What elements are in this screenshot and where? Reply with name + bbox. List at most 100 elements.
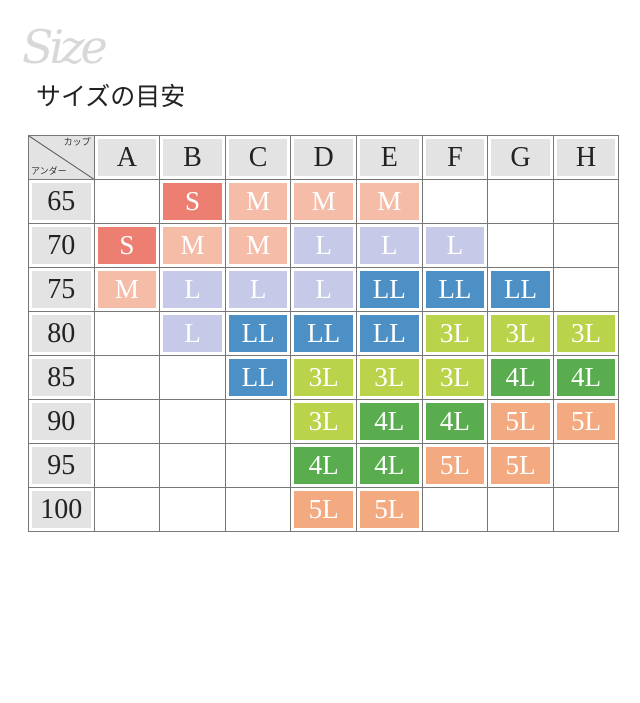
cup-header: F: [421, 135, 489, 180]
size-cell: L: [421, 223, 489, 268]
size-cell: [159, 443, 226, 488]
size-cell: L: [159, 267, 226, 312]
cup-header: D: [290, 135, 357, 180]
size-label: [163, 447, 222, 484]
size-cell: M: [159, 223, 226, 268]
cup-header: G: [487, 135, 554, 180]
cup-header-label: F: [425, 139, 485, 176]
under-header-label: 65: [32, 183, 91, 220]
size-cell: M: [224, 179, 292, 224]
under-header: 80: [28, 311, 95, 356]
size-cell: [552, 179, 620, 224]
size-cell: [93, 355, 161, 400]
size-cell: LL: [421, 267, 489, 312]
under-header-label: 85: [32, 359, 91, 396]
size-label: M: [228, 183, 288, 220]
size-label: [557, 271, 616, 308]
size-label: [98, 403, 157, 440]
size-label: M: [294, 183, 353, 220]
size-label: L: [163, 271, 222, 308]
size-label: 5L: [491, 447, 550, 484]
size-label: [98, 359, 157, 396]
table-row: 75 M L L L LL LL LL: [28, 267, 620, 312]
size-cell: 5L: [552, 399, 620, 444]
size-cell: [552, 487, 620, 532]
size-label: M: [163, 227, 222, 264]
size-label: 4L: [556, 359, 616, 396]
size-label: [98, 447, 157, 484]
table-row: 80 L LL LL LL 3L 3L 3L: [28, 311, 620, 356]
size-label: LL: [359, 271, 419, 308]
size-cell: LL: [487, 267, 554, 312]
table-row: 70 S M M L L L: [28, 223, 620, 268]
cup-header-label: E: [359, 139, 419, 176]
size-label: M: [228, 227, 288, 264]
header-row: カップ アンダー A B C D E F G H: [28, 135, 620, 180]
size-cell: 5L: [487, 399, 554, 444]
size-label: 3L: [425, 359, 485, 396]
size-cell: M: [290, 179, 357, 224]
size-label: LL: [228, 359, 288, 396]
size-label: [98, 315, 157, 352]
size-cell: [93, 443, 161, 488]
size-chart-table: カップ アンダー A B C D E F G H 65 S M M M 70 S M M L L L 75 M L L L LL LL L…: [28, 135, 620, 532]
size-label: [229, 403, 288, 440]
size-label: LL: [491, 271, 550, 308]
size-label: 5L: [556, 403, 616, 440]
cup-header-label: D: [294, 139, 353, 176]
size-cell: [487, 223, 554, 268]
under-header: 100: [28, 487, 95, 532]
size-cell: L: [290, 223, 357, 268]
table-row: 90 3L 4L 4L 5L 5L: [28, 399, 620, 444]
size-label: [163, 403, 222, 440]
size-label: M: [97, 271, 157, 308]
size-label: 3L: [294, 359, 353, 396]
size-cell: [487, 487, 554, 532]
under-header-label: 70: [32, 227, 91, 264]
size-label: 4L: [294, 447, 353, 484]
size-label: 4L: [359, 403, 419, 440]
under-header: 85: [28, 355, 95, 400]
cup-header-label: B: [163, 139, 222, 176]
size-label: [557, 447, 616, 484]
size-label: [229, 491, 288, 528]
size-label: [491, 491, 550, 528]
size-cell: 5L: [355, 487, 423, 532]
size-cell: [552, 267, 620, 312]
size-label: [426, 183, 485, 220]
size-cell: M: [93, 267, 161, 312]
size-cell: 5L: [487, 443, 554, 488]
size-label: S: [97, 227, 157, 264]
size-label: [557, 183, 616, 220]
size-label: [163, 491, 222, 528]
size-label: 3L: [294, 403, 353, 440]
size-cell: 4L: [355, 399, 423, 444]
cup-header-label: C: [228, 139, 288, 176]
cup-header-label: A: [97, 139, 157, 176]
size-label: [426, 491, 485, 528]
size-label: 5L: [294, 491, 353, 528]
corner-cell: カップ アンダー: [28, 135, 95, 180]
cup-header-label: H: [556, 139, 616, 176]
size-label: 5L: [359, 491, 419, 528]
size-label: 3L: [556, 315, 616, 352]
size-label: 4L: [359, 447, 419, 484]
size-cell: 4L: [355, 443, 423, 488]
size-label: L: [228, 271, 288, 308]
size-label: 3L: [359, 359, 419, 396]
size-cell: LL: [290, 311, 357, 356]
under-header: 95: [28, 443, 95, 488]
size-cell: [93, 179, 161, 224]
table-row: 65 S M M M: [28, 179, 620, 224]
size-cell: [224, 443, 292, 488]
size-cell: LL: [355, 311, 423, 356]
size-label: L: [294, 227, 353, 264]
under-header: 65: [28, 179, 95, 224]
size-cell: M: [355, 179, 423, 224]
size-label: L: [425, 227, 485, 264]
size-cell: 4L: [487, 355, 554, 400]
size-label: 3L: [491, 315, 550, 352]
size-label: [98, 183, 157, 220]
size-label: 5L: [491, 403, 550, 440]
size-cell: [159, 487, 226, 532]
